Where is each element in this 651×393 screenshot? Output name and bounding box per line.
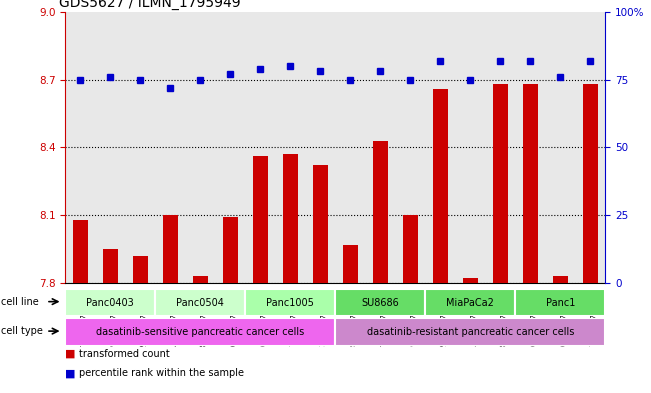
Text: GDS5627 / ILMN_1795949: GDS5627 / ILMN_1795949 (59, 0, 240, 10)
Bar (253, 156, 268, 283)
Text: Panc1005: Panc1005 (266, 298, 314, 308)
Bar (583, 84, 598, 283)
Bar (65, 289, 155, 316)
Bar (425, 289, 516, 316)
Bar (155, 289, 245, 316)
Text: transformed count: transformed count (79, 349, 170, 359)
Bar (73, 220, 88, 283)
Bar (163, 215, 178, 283)
Text: dasatinib-resistant pancreatic cancer cells: dasatinib-resistant pancreatic cancer ce… (367, 327, 574, 337)
Bar (553, 276, 568, 283)
Bar (516, 289, 605, 316)
Bar (335, 289, 425, 316)
Text: ■: ■ (65, 368, 76, 378)
Bar (463, 278, 478, 283)
Bar (312, 165, 327, 283)
Bar (493, 84, 508, 283)
Text: cell type: cell type (1, 326, 42, 336)
Text: cell line: cell line (1, 297, 38, 307)
Bar (65, 318, 335, 346)
Bar (245, 289, 335, 316)
Bar (103, 249, 118, 283)
Bar (403, 215, 418, 283)
Text: Panc0403: Panc0403 (86, 298, 134, 308)
Text: ■: ■ (65, 349, 76, 359)
Text: percentile rank within the sample: percentile rank within the sample (79, 368, 244, 378)
Text: SU8686: SU8686 (361, 298, 399, 308)
Bar (223, 217, 238, 283)
Text: MiaPaCa2: MiaPaCa2 (447, 298, 494, 308)
Text: Panc0504: Panc0504 (176, 298, 224, 308)
Bar (433, 89, 448, 283)
Text: dasatinib-sensitive pancreatic cancer cells: dasatinib-sensitive pancreatic cancer ce… (96, 327, 304, 337)
Bar (343, 244, 358, 283)
Text: Panc1: Panc1 (546, 298, 575, 308)
Bar (523, 84, 538, 283)
Bar (283, 154, 298, 283)
Bar (193, 276, 208, 283)
Bar (133, 256, 148, 283)
Bar (335, 318, 605, 346)
Bar (373, 141, 388, 283)
